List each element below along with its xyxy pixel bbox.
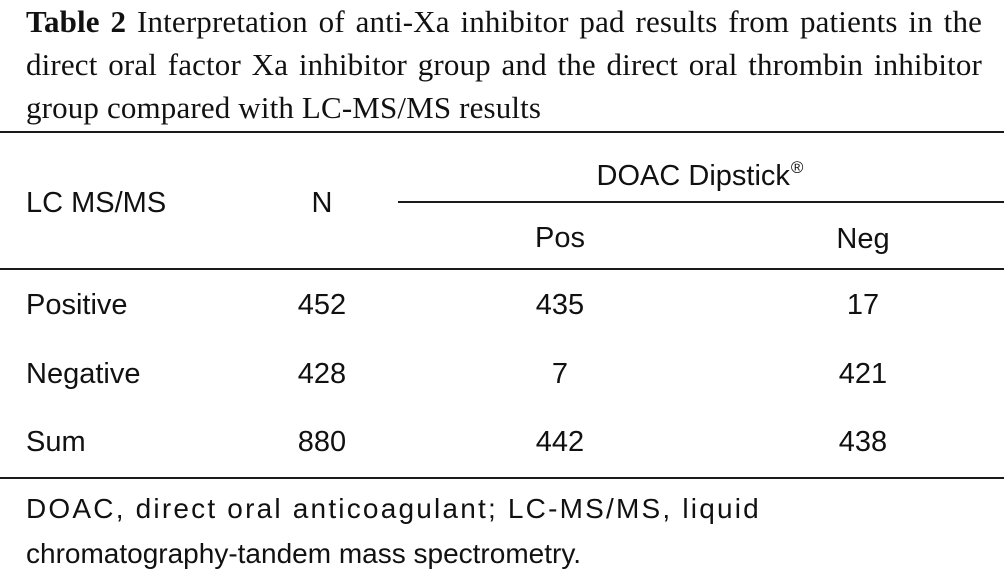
row-label: Positive (26, 289, 128, 321)
table-label: Table 2 (26, 4, 127, 39)
table-header-rule (0, 268, 1004, 270)
header-group-rule (398, 201, 1004, 203)
header-doac-dipstick-label: DOAC Dipstick (596, 160, 790, 192)
header-doac-dipstick: DOAC Dipstick® (480, 151, 920, 193)
table-caption: Table 2 Interpretation of anti-Xa inhibi… (26, 0, 982, 129)
header-neg: Neg (836, 223, 890, 255)
cell-n: 452 (297, 289, 347, 321)
footnote-line-2: chromatography-tandem mass spectrometry. (26, 538, 582, 569)
cell-pos: 435 (535, 289, 585, 321)
cell-pos: 442 (535, 426, 585, 458)
cell-pos: 7 (551, 358, 569, 390)
table-footnote: DOAC, direct oral anticoagulant; LC-MS/M… (26, 486, 982, 576)
header-n: N (311, 187, 333, 219)
cell-n: 880 (297, 426, 347, 458)
cell-neg: 17 (846, 289, 880, 321)
cell-n: 428 (297, 358, 347, 390)
row-label: Sum (26, 426, 86, 458)
table-bottom-rule (0, 477, 1004, 479)
table-caption-text: Interpretation of anti-Xa inhibitor pad … (26, 4, 983, 125)
footnote-line-1: DOAC, direct oral anticoagulant; LC-MS/M… (26, 493, 761, 524)
cell-neg: 438 (838, 426, 888, 458)
header-lc-msms: LC MS/MS (26, 187, 167, 219)
table-top-rule (0, 131, 1004, 133)
registered-mark: ® (790, 158, 804, 177)
header-pos: Pos (535, 222, 585, 254)
cell-neg: 421 (838, 358, 888, 390)
row-label: Negative (26, 358, 141, 390)
